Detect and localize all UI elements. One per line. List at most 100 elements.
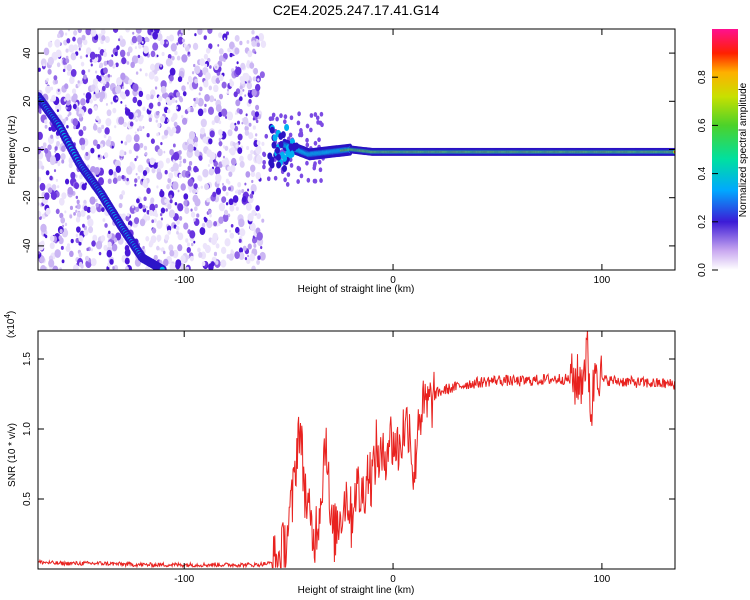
- noise-blob: [143, 196, 147, 202]
- noise-blob: [67, 29, 71, 32]
- noise-blob: [56, 62, 61, 68]
- burst-blob: [285, 150, 291, 158]
- snr-series-line: [38, 331, 675, 569]
- noise-blob: [100, 29, 106, 36]
- noise-blob: [190, 208, 193, 212]
- noise-blob: [142, 106, 146, 111]
- noise-blob: [244, 94, 247, 97]
- noise-blob: [65, 58, 70, 64]
- noise-blob: [69, 250, 74, 258]
- noise-blob: [83, 229, 89, 236]
- noise-blob: [121, 190, 126, 196]
- noise-blob: [218, 111, 223, 118]
- noise-blob: [106, 231, 112, 239]
- noise-blob: [194, 149, 200, 157]
- noise-blob: [238, 252, 245, 261]
- noise-blob: [79, 80, 83, 85]
- noise-blob: [39, 255, 45, 264]
- noise-blob: [160, 217, 164, 221]
- noise-blob: [168, 34, 175, 42]
- noise-blob: [215, 65, 218, 69]
- noise-blob: [73, 264, 79, 270]
- noise-blob: [199, 86, 203, 92]
- noise-blob: [128, 78, 133, 86]
- noise-blob: [150, 35, 153, 40]
- spectrogram-x-tick-label: 0: [390, 275, 396, 286]
- noise-blob: [203, 80, 209, 88]
- noise-blob: [157, 160, 164, 169]
- noise-blob: [118, 202, 123, 209]
- noise-blob: [90, 63, 93, 67]
- noise-blob: [175, 259, 182, 268]
- noise-blob: [132, 96, 138, 104]
- noise-blob: [181, 115, 184, 119]
- noise-blob: [177, 203, 184, 212]
- noise-blob: [108, 230, 111, 235]
- noise-blob: [123, 121, 127, 128]
- noise-blob: [244, 125, 249, 132]
- noise-blob: [234, 47, 240, 55]
- noise-blob: [198, 252, 203, 258]
- noise-blob: [119, 149, 125, 157]
- noise-blob: [178, 173, 182, 179]
- noise-blob: [73, 211, 76, 216]
- noise-blob: [89, 196, 96, 205]
- noise-blob: [75, 209, 78, 213]
- snr-x-tick-label: -100: [174, 574, 194, 585]
- noise-blob: [188, 130, 196, 140]
- noise-blob: [156, 33, 163, 42]
- noise-blob: [246, 145, 250, 151]
- noise-blob: [207, 209, 212, 215]
- noise-blob: [77, 82, 81, 87]
- noise-blob: [221, 108, 228, 117]
- noise-blob: [227, 180, 231, 185]
- noise-blob: [97, 126, 102, 134]
- noise-blob: [256, 42, 260, 47]
- noise-blob: [193, 183, 198, 190]
- noise-blob: [133, 142, 140, 152]
- noise-blob: [149, 157, 155, 166]
- spectrogram-y-axis-label: Frequency (Hz): [7, 116, 18, 185]
- noise-blob: [165, 157, 171, 164]
- spectrogram-y-tick-label: -40: [22, 238, 33, 253]
- noise-blob: [111, 243, 118, 252]
- noise-blob: [184, 141, 188, 146]
- noise-blob: [237, 232, 240, 235]
- noise-blob: [38, 108, 42, 113]
- noise-blob: [172, 159, 176, 164]
- noise-blob: [138, 44, 142, 49]
- noise-blob: [256, 155, 263, 165]
- noise-blob: [160, 207, 166, 214]
- noise-blob: [256, 259, 260, 265]
- noise-blob: [182, 158, 187, 164]
- noise-blob: [180, 255, 186, 263]
- noise-blob: [181, 85, 186, 92]
- noise-blob: [103, 244, 108, 251]
- noise-blob: [202, 138, 206, 142]
- noise-blob: [153, 218, 157, 223]
- noise-blob: [199, 58, 206, 66]
- noise-blob: [312, 163, 317, 169]
- noise-blob: [193, 142, 198, 148]
- noise-blob: [55, 103, 62, 112]
- noise-blob: [255, 104, 260, 111]
- noise-blob: [187, 107, 191, 112]
- noise-blob: [75, 216, 81, 223]
- noise-blob: [183, 43, 187, 48]
- noise-blob: [44, 148, 49, 154]
- noise-blob: [193, 218, 196, 222]
- colorbar-tick-label: 0.2: [697, 214, 708, 228]
- noise-blob: [250, 171, 256, 178]
- noise-blob: [218, 216, 224, 224]
- burst-blob: [275, 153, 281, 161]
- noise-blob: [244, 182, 247, 186]
- snr-multiplier-prefix: (x10: [6, 318, 17, 338]
- noise-blob: [65, 245, 71, 252]
- noise-blob: [169, 263, 176, 270]
- noise-blob: [80, 144, 86, 151]
- noise-blob: [242, 245, 247, 252]
- noise-blob: [116, 76, 123, 86]
- noise-blob: [107, 241, 112, 248]
- noise-blob: [215, 260, 219, 265]
- noise-blob: [45, 170, 50, 176]
